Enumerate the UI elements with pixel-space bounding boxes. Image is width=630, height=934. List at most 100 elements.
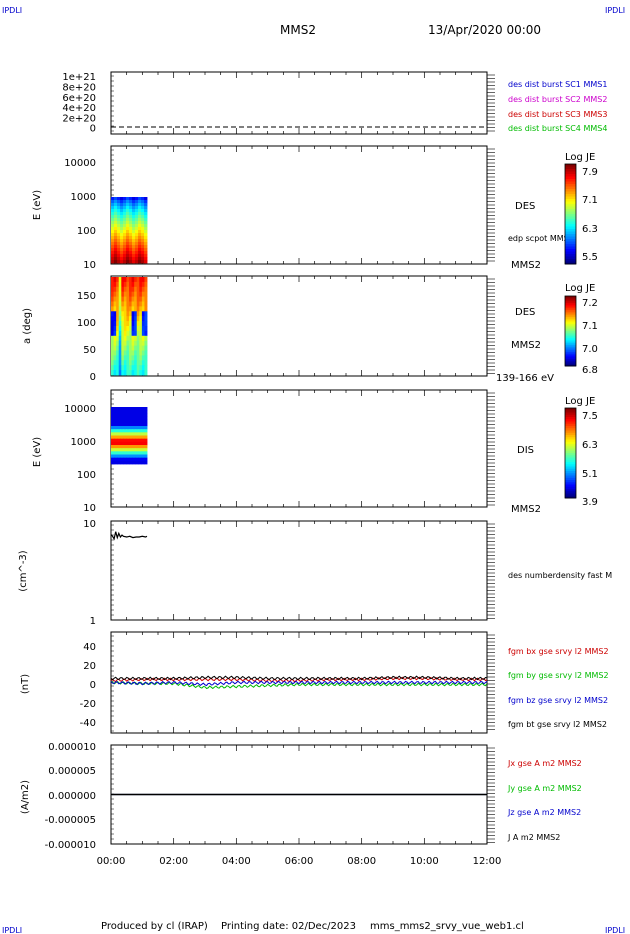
- spectrogram-cell: [111, 416, 115, 421]
- spectrogram-cell: [113, 365, 117, 371]
- spectrogram-cell: [141, 321, 145, 327]
- spectrogram-cell: [117, 209, 121, 213]
- spectrogram-cell: [129, 245, 133, 249]
- spectrogram-cell: [120, 438, 124, 443]
- spectrogram-cell: [123, 224, 127, 228]
- spectrogram-cell: [144, 245, 148, 249]
- p1-legend-sc1: des dist burst SC1 MMS1: [508, 80, 607, 89]
- p6-ytick-2: 0: [90, 680, 96, 691]
- spectrogram-cell: [120, 422, 124, 427]
- colorbar-cell: [565, 432, 576, 436]
- spectrogram-cell: [126, 448, 130, 452]
- spectrogram-cell: [120, 260, 124, 264]
- spectrogram-cell: [113, 301, 117, 307]
- spectrogram-cell: [118, 321, 122, 327]
- colorbar-cell: [565, 439, 576, 443]
- spectrogram-cell: [123, 407, 127, 411]
- spectrogram-cell: [117, 233, 121, 237]
- colorbar-cell: [565, 194, 576, 197]
- spectrogram-cell: [138, 426, 142, 430]
- spectrogram-cell: [120, 212, 124, 216]
- spectrogram-cell: [131, 281, 135, 288]
- spectrogram-cell: [132, 236, 136, 240]
- p7-legend-j: J A m2 MMS2: [507, 833, 560, 842]
- spectrogram-cell: [123, 432, 127, 436]
- p1-legend-sc3: des dist burst SC3 MMS3: [508, 110, 607, 119]
- spectrogram-cell: [129, 438, 133, 443]
- spectrogram-cell: [126, 277, 130, 283]
- p1-legend-sc4: des dist burst SC4 MMS4: [508, 124, 607, 133]
- spectrogram-cell: [121, 301, 125, 307]
- spectrogram-cell: [138, 230, 142, 234]
- colorbar-cell: [565, 421, 576, 425]
- panel-des-pitch-angle: a (deg) 150 100 50 0 DES MMS2 139-166 eV…: [22, 277, 598, 384]
- spectrogram-cell: [123, 340, 127, 346]
- spectrogram-cell: [123, 365, 127, 371]
- spectrogram-cell: [132, 426, 136, 430]
- spectrogram-cell: [117, 445, 121, 449]
- spectrogram-cell: [131, 321, 135, 327]
- spectrogram-cell: [139, 286, 143, 293]
- des-pitch-angle-spectrogram: [111, 277, 148, 376]
- p6-ylabel: (nT): [20, 674, 31, 694]
- spectrogram-cell: [144, 260, 148, 264]
- spectrogram-cell: [114, 197, 118, 201]
- spectrogram-cell: [141, 413, 145, 417]
- spectrogram-cell: [144, 277, 148, 283]
- colorbar-cell: [565, 426, 576, 429]
- spectrogram-cell: [123, 451, 127, 455]
- spectrogram-cell: [113, 316, 117, 322]
- spectrogram-cell: [117, 441, 121, 446]
- p7-legend-jx: Jx gse A m2 MMS2: [507, 759, 582, 768]
- spectrogram-cell: [144, 422, 148, 427]
- spectrogram-cell: [111, 301, 114, 307]
- spectrogram-cell: [116, 370, 120, 376]
- spectrogram-cell: [126, 416, 130, 421]
- spectrogram-cell: [132, 419, 136, 424]
- spectrogram-cell: [113, 335, 117, 342]
- spectrogram-cell: [121, 316, 125, 322]
- spectrogram-cell: [111, 432, 115, 436]
- spectrogram-cell: [126, 227, 130, 231]
- spectrogram-cell: [141, 432, 145, 436]
- spectrogram-cell: [120, 257, 124, 261]
- spectrogram-cell: [114, 410, 118, 414]
- spectrogram-cell: [141, 365, 145, 371]
- spectrogram-cell: [117, 251, 121, 255]
- spectrogram-cell: [138, 438, 142, 443]
- spectrogram-cell: [144, 365, 148, 371]
- spectrogram-cell: [129, 221, 133, 225]
- p7-ytick-2: 0.000000: [48, 791, 96, 802]
- spectrogram-cell: [132, 197, 136, 201]
- date-title: 13/Apr/2020 00:00: [428, 23, 541, 37]
- colorbar-cell: [565, 332, 576, 335]
- colorbar-cell: [565, 317, 576, 320]
- spectrogram-cell: [118, 291, 122, 297]
- spectrogram-cell: [126, 291, 130, 297]
- p4-cbar-tick-1: 6.3: [582, 440, 598, 451]
- spectrogram-cell: [139, 326, 143, 332]
- spectrogram-cell: [138, 410, 142, 414]
- spectrogram-cell: [117, 230, 121, 234]
- spectrogram-cell: [141, 360, 145, 366]
- colorbar-cell: [565, 216, 576, 220]
- spectrogram-cell: [132, 257, 136, 261]
- corner-label-top-right: IPDLI: [605, 6, 625, 15]
- spectrogram-cell: [117, 254, 121, 258]
- spectrogram-cell: [134, 281, 138, 288]
- colorbar-cell: [565, 346, 576, 349]
- spectrogram-cell: [126, 441, 130, 446]
- colorbar-cell: [565, 455, 576, 458]
- spectrogram-cell: [138, 460, 142, 465]
- spectrogram-cell: [111, 419, 115, 424]
- colorbar-cell: [565, 311, 576, 314]
- spectrogram-cell: [114, 429, 118, 433]
- p6-legend-bx: fgm bx gse srvy l2 MMS2: [508, 647, 609, 656]
- spectrogram-cell: [126, 209, 130, 213]
- colorbar-cell: [565, 353, 576, 356]
- spectrogram-cell: [141, 407, 145, 411]
- spectrogram-cell: [117, 200, 121, 204]
- colorbar-cell: [565, 325, 576, 328]
- colorbar-cell: [565, 259, 576, 262]
- spectrogram-cell: [116, 296, 120, 302]
